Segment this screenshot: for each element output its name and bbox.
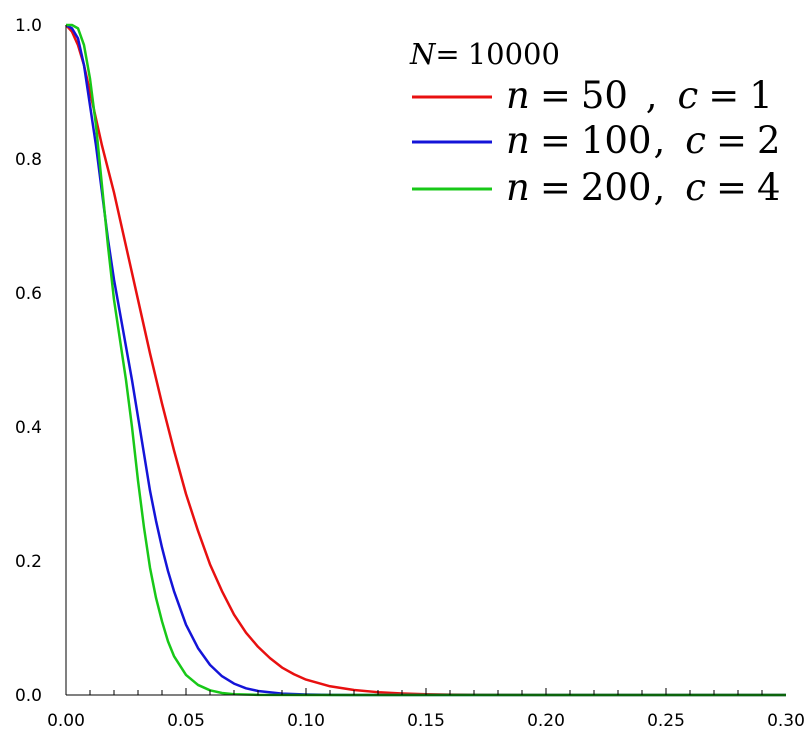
legend-1-val1: 50 [581, 74, 628, 117]
legend-label-series-2: n = 100, c = 2 [506, 119, 781, 162]
legend-title-var: N [409, 37, 437, 71]
legend: N= 10000 n = 50 , c = 1 n = 100, c = 2 n = 200, c = 4 [402, 28, 781, 233]
legend-box [402, 28, 772, 233]
legend-2-var2: c [685, 119, 706, 162]
legend-3-sep: , [653, 166, 665, 209]
y-tick-label: 0.6 [15, 284, 42, 304]
legend-1-val2: 1 [749, 74, 773, 117]
legend-title-op: = [435, 37, 459, 71]
x-tick-label: 0.25 [647, 711, 685, 731]
y-tick-label: 0.0 [15, 686, 42, 706]
x-tick-label: 0.15 [407, 711, 445, 731]
legend-title-value: 10000 [468, 37, 560, 71]
y-tick-label: 0.8 [15, 150, 42, 170]
x-tick-label: 0.05 [167, 711, 205, 731]
y-tick-label: 1.0 [15, 16, 42, 36]
x-tick-label: 0.00 [47, 711, 85, 731]
legend-3-var2: c [685, 166, 706, 209]
legend-1-sep: , [634, 74, 658, 117]
legend-2-sep: , [653, 119, 665, 162]
x-tick-label: 0.30 [767, 711, 805, 731]
y-tick-label: 0.4 [15, 418, 42, 438]
legend-2-var1: n [506, 119, 530, 162]
legend-label-series-3: n = 200, c = 4 [506, 166, 781, 209]
legend-label-series-1: n = 50 , c = 1 [506, 74, 773, 117]
legend-title: N= 10000 [409, 37, 560, 71]
ticks-layer: 0.00 0.05 0.10 0.15 0.20 0.25 0.30 0.0 0.2 0.4 0.6… [15, 16, 805, 731]
legend-2-val1: 100 [581, 119, 652, 162]
legend-2-val2: 2 [757, 119, 781, 162]
legend-3-var1: n [506, 166, 530, 209]
x-tick-label: 0.20 [527, 711, 565, 731]
legend-1-var2: c [677, 74, 698, 117]
legend-3-val2: 4 [757, 166, 781, 209]
y-tick-label: 0.2 [15, 552, 42, 572]
x-tick-label: 0.10 [287, 711, 325, 731]
legend-3-val1: 200 [581, 166, 652, 209]
legend-1-var1: n [506, 74, 530, 117]
